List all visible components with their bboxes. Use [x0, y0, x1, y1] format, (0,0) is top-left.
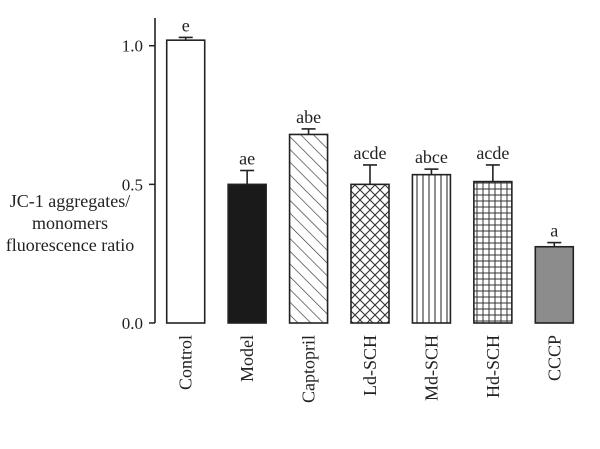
y-tick-label: 0.5: [122, 175, 143, 194]
x-category-label: CCCP: [544, 335, 564, 381]
x-category-label: Hd-SCH: [483, 335, 503, 398]
y-axis-title-line: fluorescence ratio: [6, 235, 134, 255]
x-category-label: Md-SCH: [421, 335, 441, 401]
y-tick-label: 1.0: [122, 37, 143, 56]
significance-label: e: [182, 15, 190, 35]
x-category-label: Captopril: [299, 335, 319, 403]
significance-label: abe: [296, 107, 321, 127]
y-axis-title-line: monomers: [32, 213, 108, 233]
labels-group: e Control ae Model abe Captopril acde Ld-SCH abc…: [176, 15, 565, 403]
x-category-label: Ld-SCH: [360, 335, 380, 396]
bar-ld-sch: [350, 183, 390, 324]
significance-label: acde: [476, 143, 509, 163]
significance-label: acde: [354, 143, 387, 163]
bar-model: [227, 183, 267, 324]
significance-label: a: [550, 221, 558, 241]
bar-md-sch: [411, 173, 452, 324]
bar-control: [165, 39, 206, 324]
significance-label: ae: [239, 149, 255, 169]
bar-cccp: [534, 245, 575, 324]
significance-label: abce: [415, 147, 448, 167]
bar-hd-sch: [473, 180, 513, 324]
x-category-label: Model: [237, 335, 257, 382]
y-axis-title-line: JC-1 aggregates/: [10, 191, 130, 211]
x-category-label: Control: [176, 335, 196, 390]
bars-group: [165, 36, 575, 324]
bar-captopril: [288, 133, 329, 324]
axes: 0.0 0.5 1.0: [122, 18, 156, 333]
y-tick-label: 0.0: [122, 314, 143, 333]
